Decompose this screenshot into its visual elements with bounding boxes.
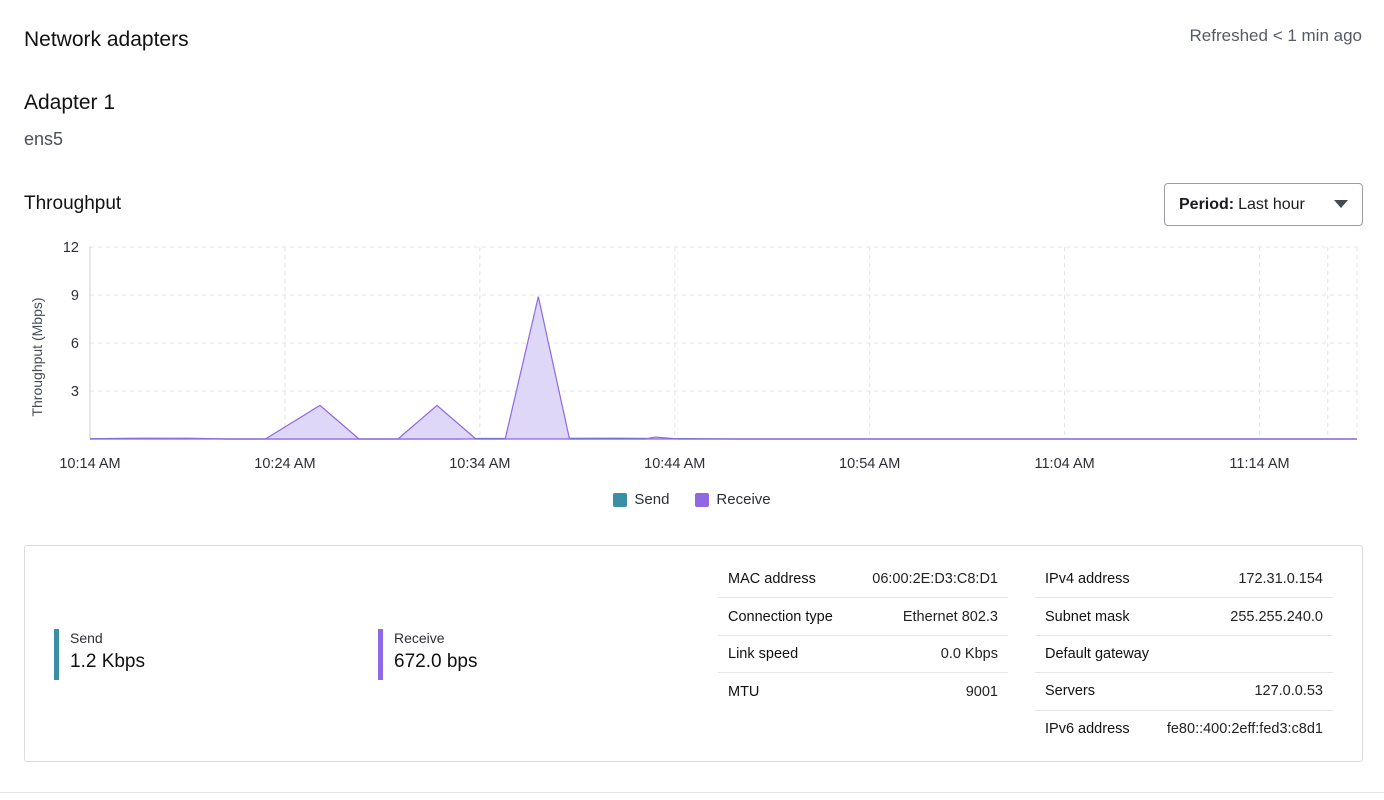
detail-row-link-speed: Link speed 0.0 Kbps — [718, 636, 1008, 674]
y-tick-label: 6 — [71, 336, 79, 352]
detail-value: 9001 — [965, 683, 998, 700]
detail-row-subnet-mask: Subnet mask 255.255.240.0 — [1035, 598, 1333, 636]
y-tick-label: 9 — [71, 288, 79, 304]
detail-value: fe80::400:2eff:fed3:c8d1 — [1166, 721, 1323, 738]
detail-value: 0.0 Kbps — [940, 645, 998, 662]
legend-send-label: Send — [634, 491, 670, 508]
caret-down-icon — [1334, 200, 1348, 208]
detail-key: IPv4 address — [1045, 571, 1130, 588]
adapter-name: ens5 — [24, 129, 64, 149]
x-tick-label: 10:34 AM — [449, 456, 510, 472]
page-title: Network adapters — [24, 28, 189, 51]
send-swatch — [613, 492, 628, 507]
receive-swatch — [695, 492, 710, 507]
detail-row-connection-type: Connection type Ethernet 802.3 — [718, 598, 1008, 636]
x-tick-label: 10:24 AM — [254, 456, 315, 472]
send-metric-label: Send — [70, 630, 103, 646]
detail-key: Connection type — [728, 608, 833, 625]
series-area-receive — [90, 296, 1357, 439]
adapter-title: Adapter 1 — [24, 91, 116, 114]
bottom-divider — [0, 792, 1384, 793]
send-metric-value: 1.2 Kbps — [70, 651, 145, 672]
detail-key: IPv6 address — [1045, 721, 1130, 738]
y-tick-label: 12 — [63, 240, 79, 256]
detail-value: 172.31.0.154 — [1238, 571, 1323, 588]
details-table-left: MAC address 06:00:2E:D3:C8:D1 Connection… — [718, 561, 1008, 711]
x-tick-label: 11:04 AM — [1035, 456, 1095, 472]
detail-row-ipv6: IPv6 address fe80::400:2eff:fed3:c8d1 — [1035, 711, 1333, 748]
x-tick-label: 10:44 AM — [644, 456, 705, 472]
detail-value: Ethernet 802.3 — [902, 608, 998, 625]
detail-key: Subnet mask — [1045, 608, 1130, 625]
legend-receive-label: Receive — [716, 491, 771, 508]
detail-value: 127.0.0.53 — [1254, 683, 1323, 700]
x-tick-label: 10:54 AM — [839, 456, 900, 472]
detail-key: MAC address — [728, 571, 816, 588]
detail-value: 06:00:2E:D3:C8:D1 — [872, 571, 998, 588]
refreshed-status: Refreshed < 1 min ago — [1189, 26, 1362, 45]
send-metric: Send 1.2 Kbps — [54, 629, 145, 680]
detail-key: MTU — [728, 683, 760, 700]
detail-key: Servers — [1045, 683, 1095, 700]
y-tick-label: 3 — [71, 384, 79, 400]
detail-value: 255.255.240.0 — [1230, 608, 1323, 625]
detail-row-mtu: MTU 9001 — [718, 673, 1008, 710]
throughput-title: Throughput — [24, 193, 122, 214]
receive-metric-label: Receive — [394, 630, 445, 646]
x-tick-label: 10:14 AM — [59, 456, 120, 472]
receive-metric-value: 672.0 bps — [394, 651, 478, 672]
series-line-receive — [89, 296, 1357, 440]
x-tick-label: 11:14 AM — [1229, 456, 1289, 472]
details-table-right: IPv4 address 172.31.0.154 Subnet mask 25… — [1035, 561, 1333, 748]
detail-row-mac: MAC address 06:00:2E:D3:C8:D1 — [718, 561, 1008, 599]
chart-axes: 10:14 AM 10:24 AM 10:34 AM 10:44 AM 10:54 AM… — [29, 240, 1290, 472]
period-select[interactable]: Period: Last hour — [1164, 183, 1363, 226]
period-label: Period: — [1179, 195, 1235, 213]
detail-key: Default gateway — [1045, 645, 1149, 662]
legend-item-receive[interactable]: Receive — [695, 491, 771, 508]
throughput-chart: 10:14 AM 10:24 AM 10:34 AM 10:44 AM 10:54 AM… — [29, 240, 1358, 472]
adapter-details-panel: Send 1.2 Kbps Receive 672.0 bps MAC addr… — [24, 545, 1363, 762]
receive-metric: Receive 672.0 bps — [378, 629, 477, 680]
period-value: Last hour — [1238, 195, 1305, 213]
legend-item-send[interactable]: Send — [613, 491, 669, 508]
detail-row-servers: Servers 127.0.0.53 — [1035, 673, 1333, 711]
chart-grid — [89, 246, 1358, 439]
y-axis-label: Throughput (Mbps) — [29, 297, 45, 416]
detail-key: Link speed — [728, 645, 799, 662]
detail-row-ipv4: IPv4 address 172.31.0.154 — [1035, 561, 1333, 599]
detail-row-default-gateway: Default gateway — [1035, 636, 1333, 674]
chart-series — [89, 296, 1357, 440]
chart-legend: Send Receive — [0, 491, 1384, 508]
